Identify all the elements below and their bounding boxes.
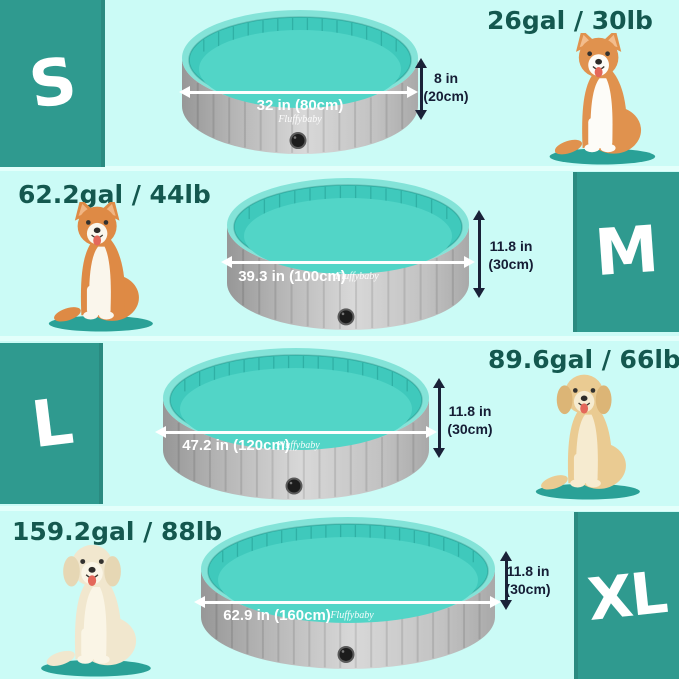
height-arrow (434, 378, 445, 458)
capacity-weight-heading: 89.6gal / 66lb (488, 345, 679, 374)
golden-retriever-dog-illustration (526, 370, 646, 500)
height-cm: (20cm) (423, 88, 469, 105)
brand-logo: Fluffybaby (278, 114, 322, 125)
width-arrow (194, 596, 501, 608)
height-dimension-label: 8 in (20cm) (414, 69, 478, 105)
size-block-s: S (0, 0, 105, 167)
width-dimension-label: 39.3 in (100cm) (238, 268, 346, 285)
height-inches: 11.8 in (448, 403, 492, 419)
brand-logo: Fluffybaby (330, 610, 374, 621)
row-divider (0, 506, 679, 511)
corgi-dog-illustration (543, 29, 658, 165)
width-arrow (221, 256, 475, 268)
height-cm: (30cm) (447, 421, 493, 438)
size-block-xl: XL (574, 512, 679, 679)
height-inches: 8 in (433, 70, 459, 86)
size-letter: S (24, 43, 81, 124)
row-divider (0, 336, 679, 341)
row-divider (0, 166, 679, 171)
pool-illustration-medium (227, 178, 469, 330)
height-arrow (501, 551, 512, 610)
labrador-dog-illustration (34, 540, 154, 677)
height-dimension-label: 11.8 in (30cm) (440, 402, 500, 438)
width-arrow (155, 426, 437, 438)
width-dimension-label: 62.9 in (160cm) (223, 607, 331, 624)
height-inches: 11.8 in (506, 563, 550, 579)
width-dimension-label: 32 in (80cm) (256, 97, 344, 114)
size-letter: M (592, 212, 660, 292)
size-letter: XL (584, 557, 669, 634)
size-block-l: L (0, 343, 103, 504)
size-letter: L (27, 384, 76, 463)
capacity-weight-heading: 159.2gal / 88lb (12, 517, 223, 546)
brand-logo: Fluffybaby (276, 440, 320, 451)
height-arrow (474, 210, 485, 298)
height-inches: 11.8 in (489, 238, 533, 254)
shiba-inu-dog-illustration (40, 198, 158, 332)
pool-illustration-large (163, 348, 429, 500)
height-arrow (416, 58, 427, 120)
height-cm: (30cm) (488, 256, 534, 273)
size-block-m: M (573, 172, 679, 332)
capacity-weight-heading: 26gal / 30lb (487, 6, 653, 35)
width-dimension-label: 47.2 in (120cm) (182, 437, 290, 454)
height-dimension-label: 11.8 in (30cm) (480, 237, 542, 273)
pool-illustration-small (182, 10, 418, 154)
width-arrow (179, 86, 418, 98)
brand-logo: Fluffybaby (335, 271, 379, 282)
height-cm: (30cm) (505, 581, 551, 598)
height-dimension-label: 11.8 in (30cm) (499, 562, 557, 598)
